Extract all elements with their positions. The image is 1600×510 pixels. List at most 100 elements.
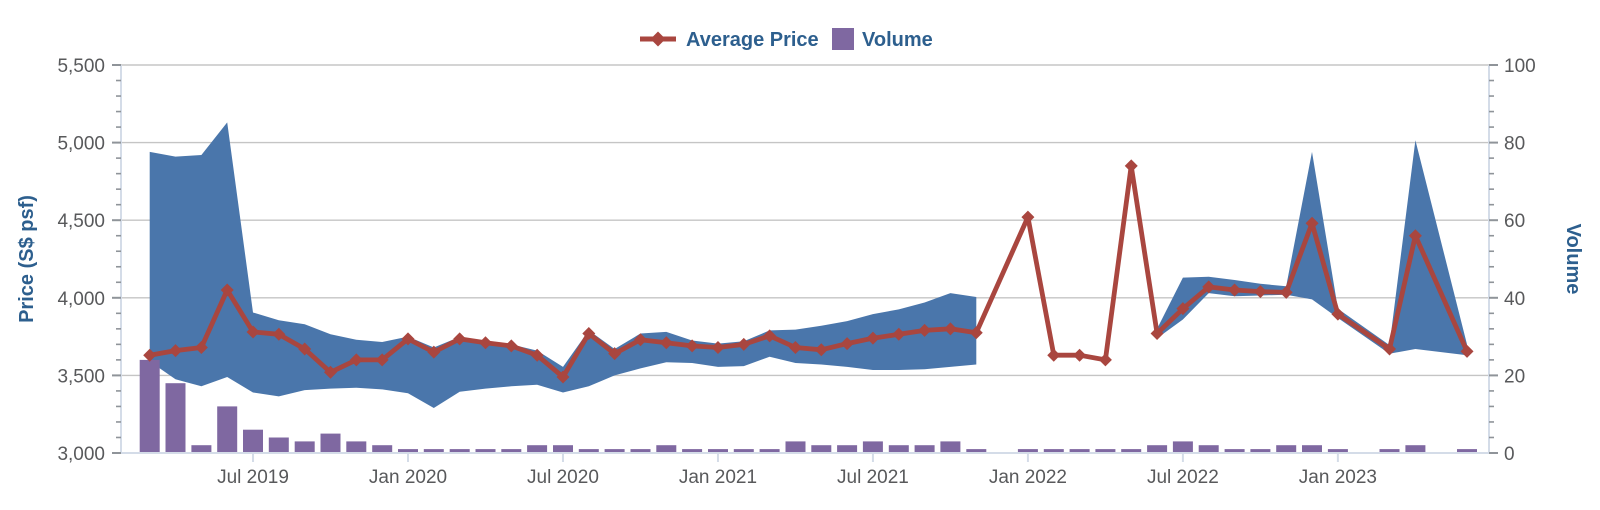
average-price-point-marker bbox=[763, 329, 777, 343]
volume-bar bbox=[165, 383, 186, 453]
volume-bar bbox=[449, 449, 470, 453]
y-right-tick-label: 40 bbox=[1504, 289, 1525, 310]
average-price-point-marker bbox=[1383, 342, 1397, 356]
volume-bar bbox=[1043, 449, 1064, 453]
average-price-point-marker bbox=[427, 345, 441, 359]
y-right-tick-label: 80 bbox=[1504, 134, 1525, 155]
y-axis-title-price: Price (S$ psf) bbox=[16, 195, 38, 323]
volume-bar bbox=[217, 406, 238, 453]
average-price-point-marker bbox=[1098, 353, 1112, 367]
average-price-point-marker bbox=[918, 323, 932, 337]
volume-bar bbox=[1017, 449, 1038, 453]
legend-volume-swatch bbox=[832, 28, 854, 50]
average-price-point-marker bbox=[943, 322, 957, 336]
volume-bar bbox=[139, 359, 160, 453]
y-right-tick-label: 20 bbox=[1504, 366, 1525, 387]
average-price-point-marker bbox=[1460, 344, 1474, 358]
x-axis-tick-label: Jan 2021 bbox=[679, 467, 757, 488]
volume-bar bbox=[191, 445, 212, 453]
volume-bar bbox=[708, 449, 728, 453]
average-price-point-marker bbox=[582, 326, 596, 340]
average-price-point-marker bbox=[349, 353, 363, 367]
average-price-point-marker bbox=[840, 337, 854, 351]
volume-bar bbox=[475, 449, 496, 453]
volume-bar bbox=[1327, 449, 1348, 453]
x-axis-tick-label: Jul 2020 bbox=[527, 467, 599, 488]
x-axis-tick-label: Jul 2021 bbox=[837, 467, 909, 488]
volume-bar bbox=[1250, 449, 1271, 453]
average-price-point-marker bbox=[1279, 285, 1293, 299]
average-price-point-marker bbox=[788, 340, 802, 354]
legend-average-price-diamond-marker bbox=[650, 31, 666, 47]
volume-bar bbox=[914, 445, 935, 453]
volume-bar bbox=[656, 445, 677, 453]
volume-bar bbox=[578, 449, 599, 453]
volume-bar bbox=[1302, 445, 1322, 453]
volume-bar bbox=[1224, 449, 1245, 453]
average-price-point-marker bbox=[1124, 159, 1138, 173]
average-price-point-marker bbox=[969, 326, 983, 340]
volume-bar bbox=[268, 437, 289, 453]
volume-bar bbox=[862, 441, 883, 453]
average-price-point-marker bbox=[1408, 229, 1422, 243]
average-price-point-marker bbox=[143, 348, 157, 362]
volume-bar bbox=[630, 449, 651, 453]
average-price-point-marker bbox=[478, 336, 492, 350]
volume-bar bbox=[1276, 445, 1297, 453]
average-price-point-marker bbox=[1253, 285, 1267, 299]
average-price-point-marker bbox=[246, 325, 260, 339]
average-price-point-marker bbox=[1021, 210, 1035, 224]
average-price-point-marker bbox=[1228, 283, 1242, 297]
average-price-point-marker bbox=[685, 339, 699, 353]
volume-bar bbox=[604, 449, 625, 453]
volume-bar bbox=[1121, 449, 1142, 453]
average-price-point-marker bbox=[1150, 326, 1164, 340]
average-price-point-marker bbox=[220, 283, 234, 297]
volume-bar bbox=[759, 449, 780, 453]
average-price-point-marker bbox=[737, 337, 751, 351]
average-price-point-marker bbox=[272, 327, 286, 341]
y-left-tick-label: 5,000 bbox=[57, 134, 105, 155]
average-price-point-marker bbox=[892, 327, 906, 341]
volume-bar bbox=[1379, 449, 1400, 453]
volume-bar bbox=[733, 449, 754, 453]
volume-bar bbox=[527, 445, 548, 453]
volume-bar bbox=[1457, 449, 1477, 453]
volume-bar bbox=[1198, 445, 1219, 453]
average-price-point-marker bbox=[866, 331, 880, 345]
y-left-tick-label: 4,000 bbox=[57, 289, 105, 310]
volume-bar bbox=[243, 429, 263, 453]
average-price-point-marker bbox=[1202, 280, 1216, 294]
x-axis-tick-label: Jan 2022 bbox=[989, 467, 1067, 488]
average-price-point-marker bbox=[1305, 216, 1319, 230]
volume-bar bbox=[501, 449, 522, 453]
y-left-tick-label: 5,500 bbox=[57, 56, 105, 77]
average-price-series bbox=[143, 159, 1474, 384]
average-price-point-marker bbox=[504, 339, 518, 353]
volume-bar bbox=[682, 449, 703, 453]
volume-bars bbox=[139, 359, 1477, 453]
volume-bar bbox=[320, 433, 341, 453]
average-price-point-marker bbox=[711, 340, 725, 354]
volume-bar bbox=[1405, 445, 1426, 453]
average-price-point-marker bbox=[298, 342, 312, 356]
legend-average-price-label: Average Price bbox=[686, 29, 819, 51]
volume-bar bbox=[888, 445, 909, 453]
volume-bar bbox=[785, 441, 806, 453]
price-range-band-area bbox=[1157, 140, 1467, 356]
y-right-tick-label: 100 bbox=[1504, 56, 1536, 77]
legend-volume-label: Volume bbox=[862, 29, 933, 51]
average-price-point-marker bbox=[169, 344, 183, 358]
average-price-point-marker bbox=[530, 348, 544, 362]
average-price-point-marker bbox=[1073, 348, 1087, 362]
axes: 3,000 3,500 4,000 4,500 5,000 5,500 0 20 40 60 80 1… bbox=[57, 56, 1535, 488]
average-price-point-marker bbox=[401, 332, 415, 346]
y-right-tick-label: 60 bbox=[1504, 211, 1525, 232]
average-price-point-marker bbox=[633, 333, 647, 347]
average-price-point-marker bbox=[1331, 307, 1345, 321]
volume-bar bbox=[1172, 441, 1193, 453]
y-right-tick-label: 0 bbox=[1504, 444, 1515, 465]
y-left-tick-label: 4,500 bbox=[57, 211, 105, 232]
average-price-point-marker bbox=[608, 347, 622, 361]
